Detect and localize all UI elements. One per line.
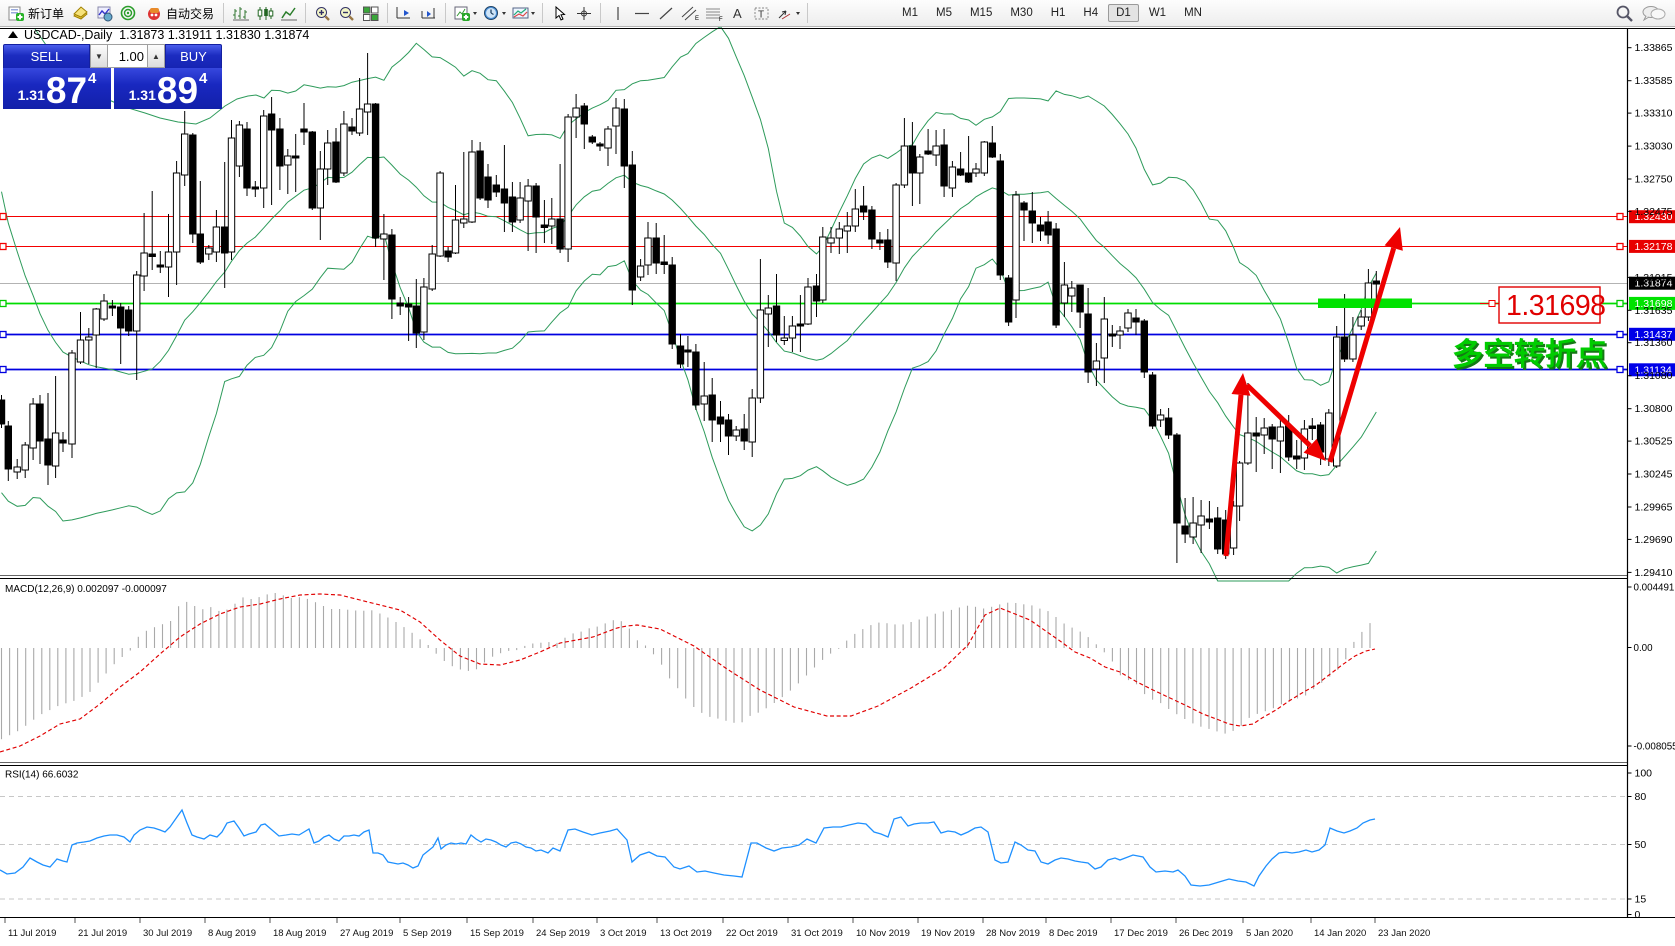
svg-text:10 Nov 2019: 10 Nov 2019: [856, 928, 910, 939]
svg-text:1.31915: 1.31915: [1635, 272, 1673, 284]
svg-text:1.32475: 1.32475: [1635, 206, 1673, 218]
svg-text:1.30245: 1.30245: [1635, 469, 1673, 481]
svg-text:17 Dec 2019: 17 Dec 2019: [1114, 928, 1168, 939]
svg-text:1.31437: 1.31437: [1635, 329, 1673, 341]
svg-text:3 Oct 2019: 3 Oct 2019: [600, 928, 646, 939]
svg-text:1.31698: 1.31698: [1506, 290, 1606, 322]
svg-text:1.32750: 1.32750: [1635, 174, 1673, 186]
svg-text:1.29410: 1.29410: [1635, 567, 1673, 579]
svg-text:1.29965: 1.29965: [1635, 502, 1673, 514]
svg-text:27 Aug 2019: 27 Aug 2019: [340, 928, 393, 939]
svg-text:0.004491: 0.004491: [1634, 583, 1675, 594]
svg-text:14 Jan 2020: 14 Jan 2020: [1314, 928, 1366, 939]
svg-text:1.31635: 1.31635: [1635, 305, 1673, 317]
svg-text:E: E: [695, 16, 699, 22]
svg-text:13 Oct 2019: 13 Oct 2019: [660, 928, 712, 939]
svg-text:1.29690: 1.29690: [1635, 534, 1673, 546]
svg-text:8 Dec 2019: 8 Dec 2019: [1049, 928, 1098, 939]
svg-text:1.30800: 1.30800: [1635, 403, 1673, 415]
svg-text:15 Sep 2019: 15 Sep 2019: [470, 928, 524, 939]
svg-text:23 Jan 2020: 23 Jan 2020: [1378, 928, 1430, 939]
svg-text:30 Jul 2019: 30 Jul 2019: [143, 928, 192, 939]
svg-text:31 Oct 2019: 31 Oct 2019: [791, 928, 843, 939]
svg-text:22 Oct 2019: 22 Oct 2019: [726, 928, 778, 939]
svg-text:5 Jan 2020: 5 Jan 2020: [1246, 928, 1293, 939]
svg-text:1.33585: 1.33585: [1635, 75, 1673, 87]
svg-text:100: 100: [1635, 768, 1653, 780]
svg-text:80: 80: [1635, 791, 1647, 803]
svg-text:1.31698: 1.31698: [1635, 298, 1673, 310]
svg-text:T: T: [758, 9, 764, 20]
svg-text:A: A: [733, 6, 742, 21]
svg-text:USDCAD-,Daily 1.31873 1.31911: USDCAD-,Daily 1.31873 1.31911 1.31830 1.…: [24, 28, 309, 42]
svg-text:RSI(14) 66.6032: RSI(14) 66.6032: [5, 770, 79, 781]
svg-text:1.31360: 1.31360: [1635, 337, 1673, 349]
svg-text:15: 15: [1635, 894, 1647, 906]
svg-text:1.31874: 1.31874: [1635, 278, 1673, 290]
svg-text:1.33310: 1.33310: [1635, 108, 1673, 120]
svg-text:21 Jul 2019: 21 Jul 2019: [78, 928, 127, 939]
svg-text:18 Aug 2019: 18 Aug 2019: [273, 928, 326, 939]
svg-text:0: 0: [1635, 909, 1641, 921]
svg-text:24 Sep 2019: 24 Sep 2019: [536, 928, 590, 939]
svg-text:8 Aug 2019: 8 Aug 2019: [208, 928, 256, 939]
svg-text:多空转折点: 多空转折点: [1452, 337, 1607, 372]
svg-text:F: F: [719, 17, 723, 22]
svg-text:50: 50: [1635, 839, 1647, 851]
svg-text:1.32430: 1.32430: [1635, 211, 1673, 223]
svg-text:MACD(12,26,9) 0.002097 -0.0000: MACD(12,26,9) 0.002097 -0.000097: [5, 584, 167, 595]
svg-text:1.32178: 1.32178: [1635, 241, 1673, 253]
svg-text:1.30525: 1.30525: [1635, 436, 1673, 448]
svg-text:-0.008055: -0.008055: [1634, 742, 1675, 753]
svg-text:1.33030: 1.33030: [1635, 141, 1673, 153]
svg-text:11 Jul 2019: 11 Jul 2019: [8, 928, 56, 939]
svg-text:1.33865: 1.33865: [1635, 42, 1673, 54]
svg-text:5 Sep 2019: 5 Sep 2019: [403, 928, 452, 939]
svg-text:1.31080: 1.31080: [1635, 370, 1673, 382]
svg-text:19 Nov 2019: 19 Nov 2019: [921, 928, 975, 939]
svg-text:28 Nov 2019: 28 Nov 2019: [986, 928, 1040, 939]
svg-text:26 Dec 2019: 26 Dec 2019: [1179, 928, 1233, 939]
svg-text:0.00: 0.00: [1634, 643, 1654, 654]
svg-text:1.31134: 1.31134: [1635, 364, 1672, 376]
